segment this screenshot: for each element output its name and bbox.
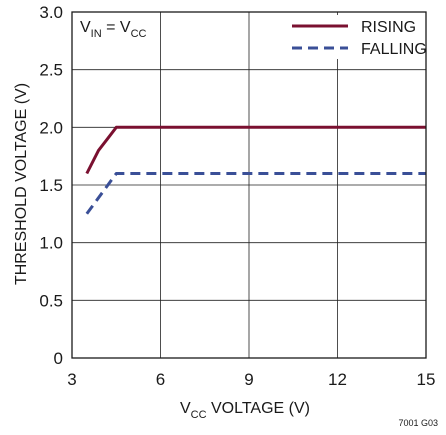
x-axis-title: VCC VOLTAGE (V) [180, 400, 310, 421]
plot-frame [71, 11, 427, 359]
y-axis-title: THRESHOLD VOLTAGE (V) [13, 83, 30, 285]
x-tick-label: 3 [67, 370, 76, 389]
grid-layer [72, 12, 426, 358]
x-axis-title-rest: VOLTAGE (V) [207, 400, 310, 417]
x-tick-label: 9 [244, 370, 253, 389]
y-tick-label: 2.5 [39, 61, 63, 80]
x-tick-label: 12 [328, 370, 347, 389]
y-tick-label: 0.5 [39, 291, 63, 310]
annotation-cc-subscript: CC [131, 28, 147, 40]
figure-number: 7001 G03 [398, 418, 438, 428]
x-axis-title-v: V [180, 400, 191, 417]
series-layer [85, 125, 426, 215]
x-tick-label: 6 [156, 370, 165, 389]
y-tick-label: 0 [54, 349, 63, 368]
vin-equals-vcc-annotation: VIN = VCC [80, 19, 147, 40]
legend-background [282, 15, 422, 59]
y-tick-label: 3.0 [39, 3, 63, 22]
series-line-rising [85, 125, 426, 175]
legend-label-rising: RISING [361, 19, 416, 36]
legend-label-falling: FALLING [361, 41, 427, 58]
annotation-equals-v: = V [102, 19, 131, 36]
x-tick-label: 15 [417, 370, 436, 389]
series-line-falling [85, 172, 426, 215]
tick-layer: 3 6 9 12 15 0 0.5 1.0 1.5 2.0 2.5 3.0 [39, 3, 435, 389]
legend: RISING FALLING [282, 15, 427, 59]
y-tick-label: 1.0 [39, 234, 63, 253]
y-tick-label: 1.5 [39, 176, 63, 195]
y-tick-label: 2.0 [39, 118, 63, 137]
annotation-in-subscript: IN [91, 28, 102, 40]
x-axis-title-cc-subscript: CC [191, 409, 207, 421]
annotation-v: V [80, 19, 91, 36]
